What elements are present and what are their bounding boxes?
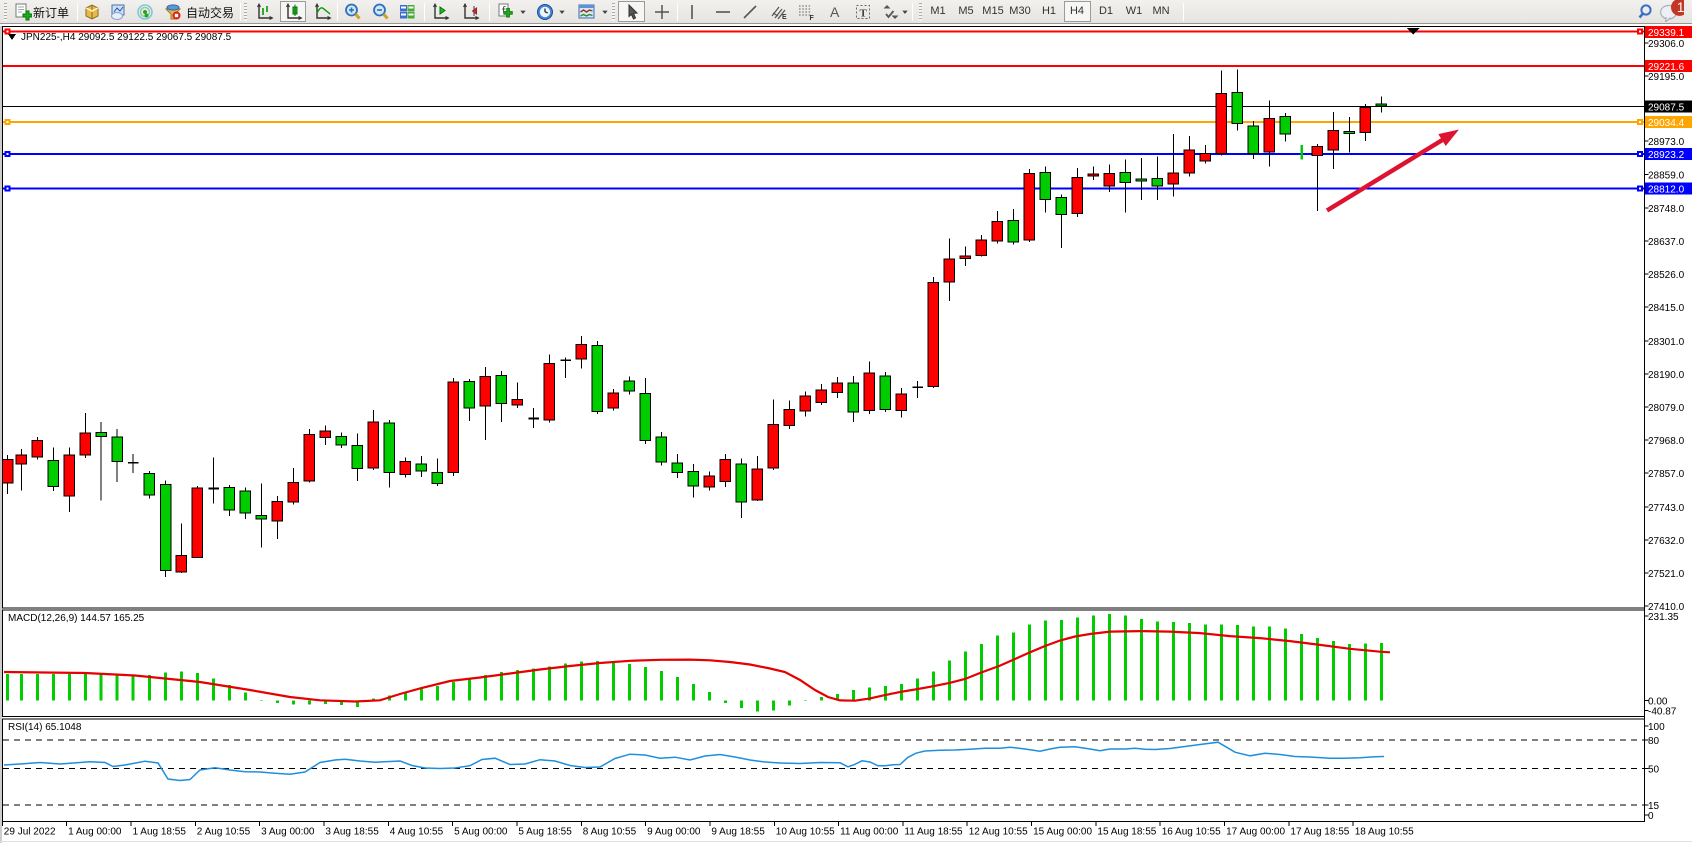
svg-text:28526.0: 28526.0 xyxy=(1648,270,1685,281)
svg-text:28748.0: 28748.0 xyxy=(1648,204,1685,215)
svg-text:16 Aug 10:55: 16 Aug 10:55 xyxy=(1162,827,1221,838)
svg-text:9 Aug 18:55: 9 Aug 18:55 xyxy=(711,827,765,838)
svg-text:29221.6: 29221.6 xyxy=(1648,62,1685,73)
svg-text:80: 80 xyxy=(1648,736,1660,747)
svg-text:28973.0: 28973.0 xyxy=(1648,137,1685,148)
svg-text:17 Aug 00:00: 17 Aug 00:00 xyxy=(1226,827,1285,838)
svg-text:JPN225-,H4 29092.5 29122.5 29: JPN225-,H4 29092.5 29122.5 29067.5 29087… xyxy=(21,32,232,43)
svg-text:29034.4: 29034.4 xyxy=(1648,118,1685,129)
svg-text:0: 0 xyxy=(1648,811,1654,822)
svg-text:28415.0: 28415.0 xyxy=(1648,303,1685,314)
svg-text:F: F xyxy=(810,15,815,21)
svg-text:5 Aug 00:00: 5 Aug 00:00 xyxy=(454,827,508,838)
svg-text:27521.0: 27521.0 xyxy=(1648,569,1685,580)
svg-text:2 Aug 10:55: 2 Aug 10:55 xyxy=(197,827,251,838)
svg-text:29087.5: 29087.5 xyxy=(1648,103,1685,114)
svg-text:4 Aug 10:55: 4 Aug 10:55 xyxy=(390,827,444,838)
svg-text:0.00: 0.00 xyxy=(1648,697,1668,708)
svg-text:100: 100 xyxy=(1648,722,1665,733)
svg-text:231.35: 231.35 xyxy=(1648,612,1679,623)
svg-text:18 Aug 10:55: 18 Aug 10:55 xyxy=(1355,827,1414,838)
svg-text:27857.0: 27857.0 xyxy=(1648,469,1685,480)
svg-text:15 Aug 18:55: 15 Aug 18:55 xyxy=(1097,827,1156,838)
svg-text:15 Aug 00:00: 15 Aug 00:00 xyxy=(1033,827,1092,838)
svg-text:28079.0: 28079.0 xyxy=(1648,403,1685,414)
svg-text:28637.0: 28637.0 xyxy=(1648,237,1685,248)
svg-text:T: T xyxy=(860,8,868,20)
svg-text:8 Aug 10:55: 8 Aug 10:55 xyxy=(583,827,637,838)
svg-text:17 Aug 18:55: 17 Aug 18:55 xyxy=(1290,827,1349,838)
svg-text:12 Aug 10:55: 12 Aug 10:55 xyxy=(969,827,1028,838)
svg-text:E: E xyxy=(782,14,787,21)
svg-text:9 Aug 00:00: 9 Aug 00:00 xyxy=(647,827,701,838)
svg-text:29306.0: 29306.0 xyxy=(1648,39,1685,50)
svg-text:3 Aug 00:00: 3 Aug 00:00 xyxy=(261,827,315,838)
svg-text:29195.0: 29195.0 xyxy=(1648,72,1685,83)
svg-text:28190.0: 28190.0 xyxy=(1648,370,1685,381)
svg-text:29339.1: 29339.1 xyxy=(1648,28,1685,39)
svg-text:50: 50 xyxy=(1648,765,1660,776)
svg-text:11 Aug 18:55: 11 Aug 18:55 xyxy=(904,827,963,838)
svg-text:11 Aug 00:00: 11 Aug 00:00 xyxy=(840,827,899,838)
svg-text:28923.2: 28923.2 xyxy=(1648,150,1685,161)
svg-text:15: 15 xyxy=(1648,801,1660,812)
svg-text:28301.0: 28301.0 xyxy=(1648,337,1685,348)
svg-text:28812.0: 28812.0 xyxy=(1648,185,1685,196)
svg-text:27410.0: 27410.0 xyxy=(1648,602,1685,613)
svg-text:5 Aug 18:55: 5 Aug 18:55 xyxy=(518,827,572,838)
svg-text:-40.87: -40.87 xyxy=(1648,707,1677,718)
svg-text:1 Aug 00:00: 1 Aug 00:00 xyxy=(68,827,122,838)
svg-text:3 Aug 18:55: 3 Aug 18:55 xyxy=(325,827,379,838)
svg-text:A: A xyxy=(830,4,840,20)
svg-text:1: 1 xyxy=(1677,0,1684,15)
svg-text:1 Aug 18:55: 1 Aug 18:55 xyxy=(133,827,187,838)
svg-text:10 Aug 10:55: 10 Aug 10:55 xyxy=(776,827,835,838)
svg-text:MACD(12,26,9) 144.57 165.25: MACD(12,26,9) 144.57 165.25 xyxy=(8,613,145,624)
svg-text:27632.0: 27632.0 xyxy=(1648,536,1685,547)
svg-text:27743.0: 27743.0 xyxy=(1648,503,1685,514)
svg-text:RSI(14) 65.1048: RSI(14) 65.1048 xyxy=(8,722,82,733)
svg-text:28859.0: 28859.0 xyxy=(1648,171,1685,182)
svg-text:29 Jul 2022: 29 Jul 2022 xyxy=(4,827,56,838)
svg-text:27968.0: 27968.0 xyxy=(1648,436,1685,447)
